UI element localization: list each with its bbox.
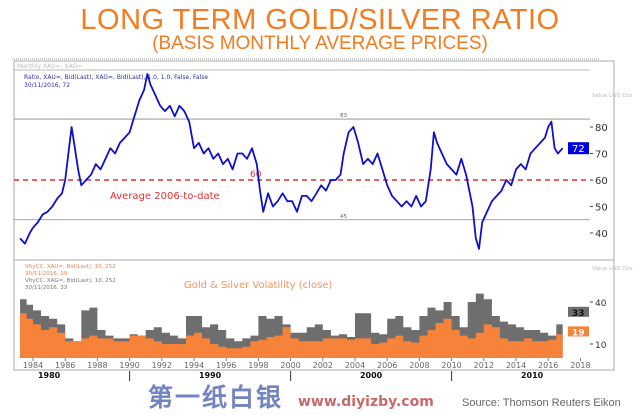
axis-unit: Value USD Ozs [592, 93, 633, 99]
x-tick-label: 2018 [570, 361, 590, 370]
gold-volatility-area [20, 313, 563, 358]
last-value-label: 72 [572, 144, 585, 155]
x-tick-label: 2012 [474, 361, 494, 370]
x-decade-label: 2010 [521, 371, 544, 380]
x-tick-label: 2000 [280, 361, 300, 370]
chart-subtitle: (BASIS MONTHLY AVERAGE PRICES) [152, 33, 488, 54]
last-value-badge [568, 326, 589, 337]
ratio-legend: Ratio, XAU=, Bid(Last), XAG=, Bid(Last),… [24, 74, 208, 81]
watermark-url: www.diyizby.com [298, 394, 434, 410]
ratio-legend-value: 30/11/2016, 72 [24, 82, 70, 89]
volatility-annotation: Gold & Silver Volatility (close) [184, 280, 332, 291]
silver-vol-legend-value: 30/11/2016, 33 [25, 285, 68, 291]
chart-title: LONG TERM GOLD/SILVER RATIO [80, 4, 560, 36]
y-tick-label: 70 [595, 150, 608, 161]
x-axis: 1984 1986 1988 1990 1992 1994 1996 1998 2000 2002… [23, 358, 591, 381]
y-tick-label: 50 [595, 203, 608, 214]
x-tick-label: 1988 [87, 361, 107, 370]
y-tick-label: 40 [595, 299, 607, 309]
x-decade-label: 2000 [360, 371, 383, 380]
x-tick-label: 1998 [248, 361, 268, 370]
x-tick-label: 1992 [152, 361, 172, 370]
last-value-badge [568, 306, 589, 317]
x-tick-label: 2014 [506, 361, 526, 370]
panel-label: Monthly XAU=, XAG= [17, 63, 82, 70]
y-tick-label: 40 [595, 229, 608, 240]
source-note: Source: Thomson Reuters Eikon [462, 397, 621, 409]
x-decade-label: 1980 [38, 371, 61, 380]
y-tick-label: 80 [595, 123, 608, 134]
x-tick-label: 1996 [216, 361, 236, 370]
x-tick-label: 2016 [538, 361, 558, 370]
average-annotation: Average 2006-to-date [110, 191, 220, 202]
last-value-badge [568, 142, 589, 155]
volatility-plot: Value USD Ozs 40 10 33 19 [20, 266, 633, 358]
x-tick-label: 2008 [409, 361, 429, 370]
x-tick-label: 2006 [377, 361, 397, 370]
gold-vol-legend: VltyCC, XAU=, Bid(Last), 10, 252 [25, 264, 116, 270]
x-tick-label: 1984 [23, 361, 43, 370]
reference-line-label: 45 [340, 214, 347, 220]
silver-vol-legend: VltyCC, XAG=, Bid(Last), 10, 252 [25, 278, 116, 284]
y-tick-label: 10 [595, 341, 607, 351]
x-tick-label: 2010 [441, 361, 461, 370]
ratio-plot: 83 45 60 Value USD Ozs 80 70 60 50 40 72 [14, 73, 633, 250]
x-decade-label: 1990 [199, 371, 222, 380]
average-line-label: 60 [250, 170, 262, 180]
last-value-label: 33 [572, 309, 585, 319]
x-tick-label: 1986 [55, 361, 75, 370]
axis-unit: Value USD Ozs [592, 266, 633, 272]
x-tick-label: 1994 [184, 361, 204, 370]
x-tick-label: 2004 [345, 361, 365, 370]
watermark-logo: 第一纸白银 [148, 383, 284, 412]
x-tick-label: 1990 [119, 361, 139, 370]
gold-vol-legend-value: 30/11/2016, 19 [25, 271, 68, 277]
x-tick-label: 2002 [313, 361, 333, 370]
y-tick-label: 60 [595, 176, 608, 187]
reference-line-label: 83 [340, 113, 347, 119]
last-value-label: 19 [572, 328, 585, 338]
upper-panel-frame [13, 60, 615, 261]
